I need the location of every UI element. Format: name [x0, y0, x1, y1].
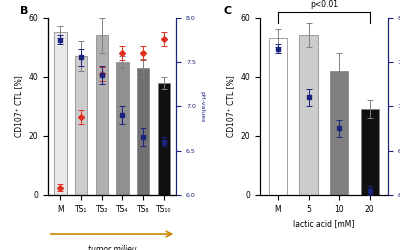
Y-axis label: CD107⁺ CTL [%]: CD107⁺ CTL [%]	[226, 76, 235, 137]
Bar	[54, 32, 67, 195]
Bar	[116, 62, 129, 195]
Bar	[158, 82, 170, 195]
Bar	[330, 71, 348, 195]
Text: p<0.01: p<0.01	[310, 0, 338, 8]
Text: C: C	[224, 6, 232, 16]
Bar	[96, 35, 108, 195]
Bar	[269, 38, 287, 195]
Text: B: B	[20, 6, 28, 16]
Bar	[137, 68, 149, 195]
X-axis label: lactic acid [mM]: lactic acid [mM]	[293, 219, 354, 228]
Y-axis label: CD107⁺ CTL [%]: CD107⁺ CTL [%]	[14, 76, 23, 137]
Bar	[75, 56, 87, 195]
Bar	[300, 35, 318, 195]
Y-axis label: pH-values: pH-values	[199, 90, 204, 122]
Bar	[360, 109, 379, 195]
Text: tumor milieu: tumor milieu	[88, 245, 136, 250]
